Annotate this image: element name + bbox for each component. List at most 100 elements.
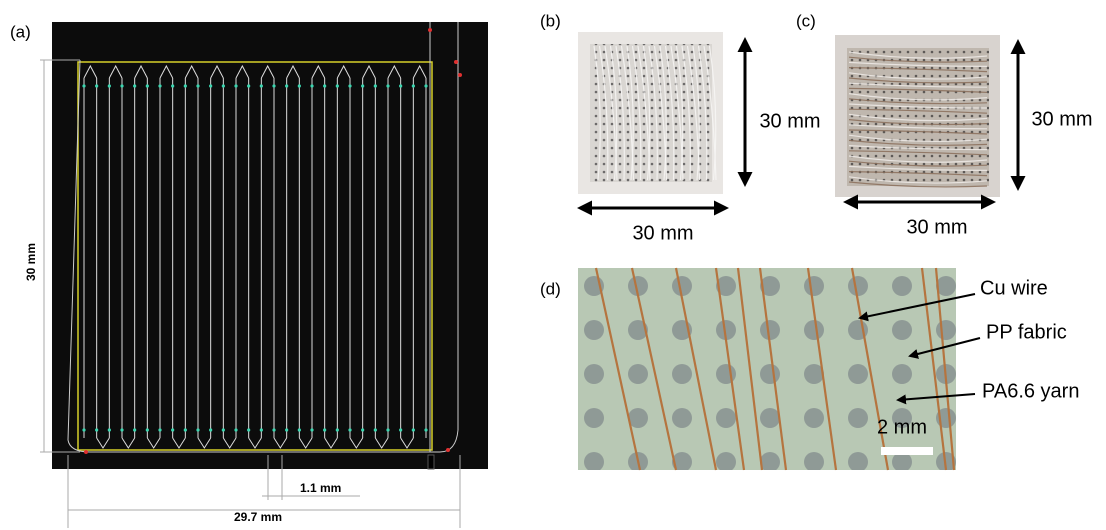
height-dimension: 30 mm [1031, 108, 1092, 130]
yarn [848, 139, 988, 146]
yarn [848, 67, 988, 73]
yarn [631, 45, 642, 181]
node [424, 428, 428, 432]
yarn [848, 171, 988, 177]
panel-label: (d) [540, 279, 561, 298]
yarn [848, 150, 988, 156]
node [399, 428, 403, 432]
yarn [848, 82, 988, 88]
node [247, 84, 251, 88]
node [171, 84, 175, 88]
node [120, 84, 124, 88]
node [272, 428, 276, 432]
width-dimension: 29.7 mm [234, 510, 282, 524]
node [348, 428, 352, 432]
photo-fabric [590, 44, 712, 182]
wire-turn [108, 64, 123, 79]
node [120, 428, 124, 432]
marker-point [428, 28, 432, 32]
node [297, 84, 301, 88]
node [323, 84, 327, 88]
node [158, 84, 162, 88]
yarn [697, 45, 708, 181]
wire-turn [83, 64, 98, 79]
marker-point [454, 60, 458, 64]
node [424, 84, 428, 88]
wire-turn [349, 437, 364, 449]
marker-point [446, 448, 450, 452]
node [259, 428, 263, 432]
yarn [848, 124, 988, 130]
wire-turn [336, 64, 351, 79]
node [234, 428, 238, 432]
width-dimension: 30 mm [632, 222, 693, 244]
node [221, 84, 225, 88]
photo-wires [594, 267, 956, 471]
yarn [848, 160, 988, 167]
node [272, 84, 276, 88]
yarn [848, 181, 988, 188]
node [247, 428, 251, 432]
node [82, 84, 86, 88]
yarn [664, 45, 675, 181]
node [386, 428, 390, 432]
copper-wire [630, 267, 678, 471]
yarn [848, 51, 988, 59]
node [133, 84, 137, 88]
node [411, 428, 415, 432]
yarn [848, 108, 988, 114]
copper-wire [674, 267, 718, 471]
node [373, 428, 377, 432]
wire-turn [298, 437, 313, 449]
node [196, 428, 200, 432]
yarn [653, 45, 668, 181]
node [95, 84, 99, 88]
wire-turn [210, 64, 224, 79]
height-dimension: 30 mm [24, 243, 38, 281]
wire-turn [387, 64, 402, 79]
node [259, 84, 263, 88]
copper-wire [736, 267, 764, 471]
yarn [593, 45, 601, 181]
wire-turn [184, 64, 199, 79]
wire-turn [248, 437, 262, 449]
node [323, 428, 327, 432]
copper-wire [806, 267, 838, 471]
wire-turn [362, 64, 376, 79]
yarn [659, 45, 667, 181]
wire-turn [412, 64, 427, 79]
yarn [848, 98, 988, 105]
annotation-arrow [896, 393, 976, 405]
node [335, 84, 339, 88]
marker-block [427, 454, 435, 470]
node [133, 428, 137, 432]
scale-bar [881, 447, 933, 455]
node [361, 84, 365, 88]
node [285, 84, 289, 88]
copper-wire [594, 267, 642, 471]
yarn [604, 45, 618, 181]
yarn [848, 61, 988, 67]
copper-wire [920, 267, 948, 471]
node [310, 84, 314, 88]
yarn [598, 45, 609, 181]
node [348, 84, 352, 88]
node [183, 84, 187, 88]
yarn [848, 176, 988, 184]
copper-wire [850, 267, 890, 471]
node [373, 84, 377, 88]
photo-micrograph [578, 268, 956, 470]
node [209, 84, 213, 88]
wire-turn [121, 437, 136, 449]
node [285, 428, 289, 432]
yarn [848, 77, 988, 84]
yarn [692, 45, 700, 181]
wire-turn [159, 64, 174, 79]
node [107, 84, 111, 88]
node [234, 84, 238, 88]
wire-turn [134, 64, 148, 79]
node [310, 428, 314, 432]
node [209, 428, 213, 432]
yarn [848, 72, 988, 80]
